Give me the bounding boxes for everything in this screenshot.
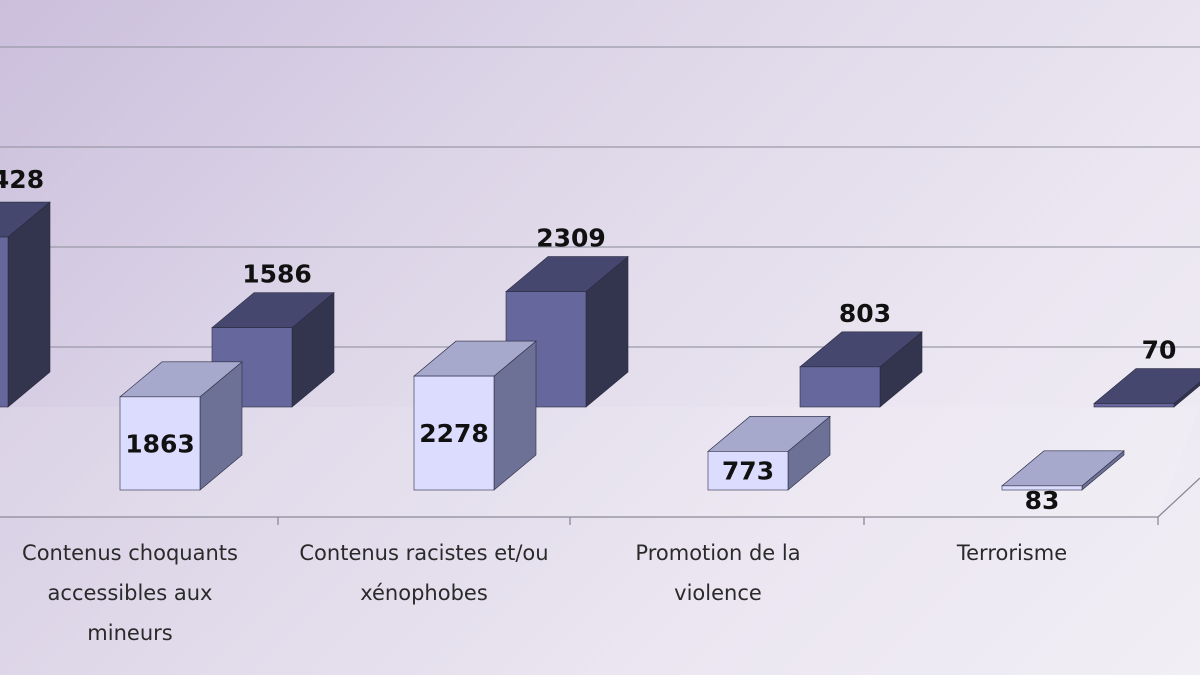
value-label-front: 83 bbox=[1025, 486, 1060, 515]
value-label-front: 773 bbox=[722, 457, 774, 486]
value-label-front: 2278 bbox=[419, 419, 489, 448]
bar-side bbox=[7, 201, 51, 408]
floor-plane bbox=[0, 407, 1200, 517]
bar-back bbox=[1093, 368, 1200, 408]
category-label: Contenus racistes et/ou bbox=[299, 541, 548, 565]
category-label: Terrorisme bbox=[956, 541, 1067, 565]
bar-front-series bbox=[119, 361, 243, 491]
bar-back bbox=[799, 331, 923, 408]
bar-front bbox=[799, 366, 881, 408]
category-label: Promotion de la bbox=[635, 541, 800, 565]
value-label-partial: 428 bbox=[0, 165, 44, 194]
category-label: mineurs bbox=[87, 621, 172, 645]
bar-front bbox=[1001, 485, 1083, 491]
bar-back-partial bbox=[0, 201, 51, 408]
value-label-back: 1586 bbox=[242, 260, 312, 289]
chart-floor bbox=[0, 407, 1200, 525]
value-label-back: 2309 bbox=[536, 224, 606, 253]
bar-back bbox=[505, 255, 629, 408]
back-series-bars bbox=[0, 201, 1200, 408]
value-labels: 428 1586 2309 803 70 1863 2278 773 83 bbox=[0, 165, 1176, 515]
category-label: xénophobes bbox=[360, 581, 488, 605]
bar-front bbox=[707, 451, 789, 491]
category-label: accessibles aux bbox=[48, 581, 213, 605]
floor-edge-line bbox=[1157, 477, 1200, 518]
bar-front bbox=[1093, 403, 1175, 408]
bar-front bbox=[119, 396, 201, 491]
value-label-back: 70 bbox=[1142, 336, 1177, 365]
value-label-back: 803 bbox=[839, 299, 891, 328]
bar-front-series bbox=[413, 340, 537, 491]
category-axis-labels: Contenus choquants accessibles aux mineurs… bbox=[22, 541, 1067, 645]
bar-front-series bbox=[707, 415, 831, 491]
bar-top bbox=[0, 201, 51, 238]
bar-front bbox=[413, 375, 495, 491]
value-label-front: 1863 bbox=[125, 429, 195, 458]
category-label: violence bbox=[674, 581, 762, 605]
bar-front-series bbox=[1001, 450, 1125, 491]
category-label: Contenus choquants bbox=[22, 541, 238, 565]
front-series-bars bbox=[119, 340, 1125, 491]
bar-front bbox=[0, 236, 9, 408]
